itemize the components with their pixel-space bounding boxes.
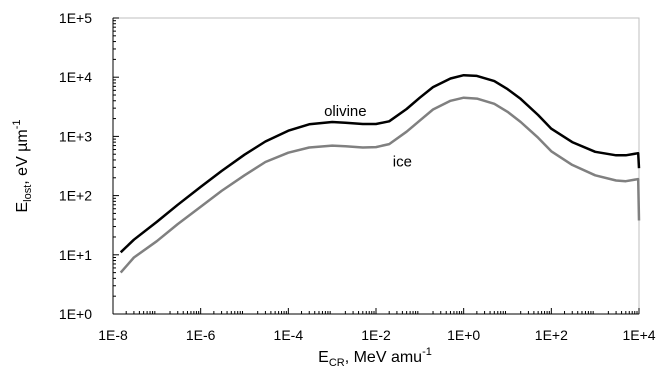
y-tick-label: 1E+3 [59, 128, 92, 144]
annotations: olivine ice [324, 103, 412, 170]
annotation-ice: ice [393, 154, 412, 171]
x-axis-title: ECR, MeV amu-1 [318, 346, 432, 369]
y-tick-label: 1E+2 [59, 188, 92, 204]
x-tick-label: 1E-4 [274, 327, 304, 343]
y-tick-label: 1E+0 [59, 306, 92, 322]
x-tick-label: 1E+0 [447, 327, 480, 343]
y-tick-label: 1E+1 [59, 247, 92, 263]
major-ticks [112, 17, 640, 315]
annotation-olivine: olivine [324, 103, 367, 120]
x-tick-label: 1E-2 [361, 327, 391, 343]
y-tick-label: 1E+4 [59, 69, 92, 85]
y-tick-labels: 1E+0 1E+1 1E+2 1E+3 1E+4 1E+5 [59, 10, 92, 322]
x-tick-labels: 1E-8 1E-6 1E-4 1E-2 1E+0 1E+2 1E+4 [98, 327, 656, 343]
x-tick-label: 1E-6 [186, 327, 216, 343]
y-tick-label: 1E+5 [59, 10, 92, 26]
series-line-olivine [119, 73, 641, 254]
x-tick-label: 1E+4 [622, 327, 655, 343]
minor-ticks [113, 20, 638, 314]
series-line-ice [119, 96, 641, 274]
x-tick-label: 1E-8 [98, 327, 128, 343]
plot-area-frame [112, 17, 640, 315]
x-tick-label: 1E+2 [535, 327, 568, 343]
series-layer [119, 73, 641, 274]
y-axis-title: Elost, eV µm-1 [11, 119, 34, 212]
